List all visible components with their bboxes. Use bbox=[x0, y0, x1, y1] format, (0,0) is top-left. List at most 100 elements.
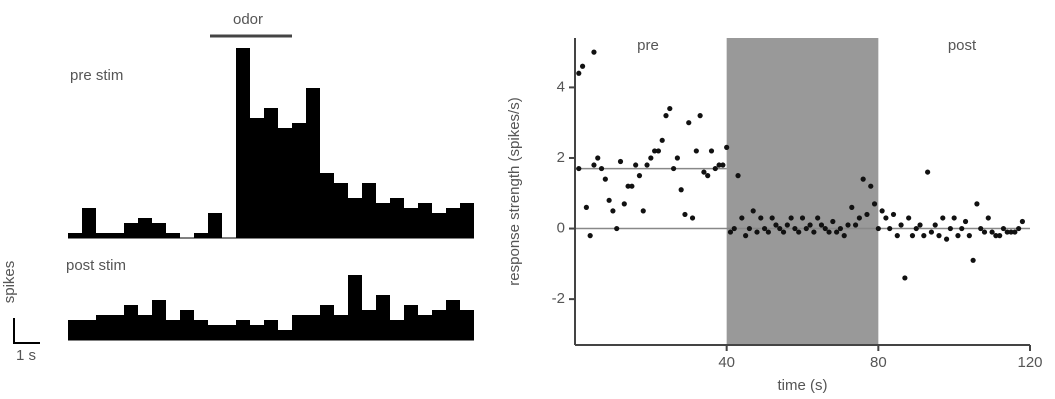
point bbox=[951, 215, 957, 221]
point bbox=[701, 169, 707, 175]
bar bbox=[460, 310, 474, 340]
bar bbox=[278, 330, 292, 340]
bar bbox=[138, 218, 152, 238]
point bbox=[655, 148, 662, 154]
point bbox=[663, 113, 669, 119]
bar bbox=[166, 233, 180, 238]
bar bbox=[68, 233, 82, 238]
bar bbox=[418, 315, 432, 340]
x-tick-label: 40 bbox=[718, 354, 735, 371]
x-tick-label: 80 bbox=[870, 354, 887, 371]
point bbox=[909, 233, 916, 239]
bar bbox=[264, 108, 278, 238]
annotation: post bbox=[948, 37, 977, 54]
odor-label: odor bbox=[233, 11, 263, 28]
annotation: pre bbox=[637, 37, 659, 54]
point bbox=[887, 225, 893, 232]
point bbox=[818, 222, 825, 228]
point bbox=[667, 105, 673, 112]
y-tick-label: 0 bbox=[557, 220, 565, 237]
point bbox=[633, 162, 639, 168]
bar bbox=[390, 198, 404, 238]
bar bbox=[292, 315, 306, 340]
point bbox=[792, 225, 798, 232]
bar bbox=[292, 123, 306, 238]
point bbox=[678, 187, 684, 193]
bar bbox=[68, 320, 82, 340]
point bbox=[959, 225, 965, 232]
point bbox=[841, 233, 847, 239]
panel-label: post stim bbox=[66, 257, 126, 274]
point bbox=[864, 211, 870, 218]
point bbox=[962, 218, 969, 225]
point bbox=[602, 176, 608, 182]
bar bbox=[194, 320, 208, 340]
point bbox=[629, 183, 635, 189]
point bbox=[579, 63, 586, 69]
point bbox=[689, 215, 696, 221]
bar bbox=[306, 88, 320, 238]
point bbox=[648, 155, 654, 161]
point bbox=[720, 162, 726, 168]
bar bbox=[460, 203, 474, 238]
point bbox=[875, 225, 881, 232]
point bbox=[686, 120, 692, 126]
point bbox=[697, 113, 703, 119]
x-tick-label: 120 bbox=[1017, 354, 1042, 371]
point bbox=[1016, 225, 1022, 232]
bar bbox=[348, 275, 362, 340]
bar bbox=[110, 233, 124, 238]
bar bbox=[446, 208, 460, 238]
point bbox=[610, 208, 616, 214]
bar bbox=[390, 320, 404, 340]
point bbox=[856, 215, 862, 221]
point bbox=[943, 236, 950, 242]
point bbox=[898, 222, 904, 228]
scale-bar bbox=[13, 318, 40, 344]
bar bbox=[96, 233, 110, 238]
point bbox=[617, 158, 624, 165]
point bbox=[1019, 218, 1026, 225]
bar bbox=[138, 315, 152, 340]
point bbox=[754, 229, 760, 235]
point bbox=[746, 225, 753, 232]
bar bbox=[320, 173, 334, 238]
point bbox=[811, 229, 817, 235]
point bbox=[883, 215, 889, 221]
bar bbox=[432, 213, 446, 238]
point bbox=[693, 148, 699, 154]
bar bbox=[306, 315, 320, 340]
point bbox=[712, 165, 718, 172]
point bbox=[758, 215, 764, 221]
point bbox=[1000, 225, 1007, 232]
point bbox=[652, 148, 658, 154]
bar bbox=[418, 203, 432, 238]
bar bbox=[222, 325, 236, 340]
bar bbox=[376, 203, 390, 238]
point bbox=[906, 215, 912, 221]
point bbox=[860, 176, 866, 182]
bar bbox=[236, 48, 250, 238]
stim-shade bbox=[726, 38, 879, 345]
point bbox=[799, 215, 806, 221]
bar bbox=[82, 320, 96, 340]
bar bbox=[166, 320, 180, 340]
point bbox=[659, 137, 665, 143]
bar bbox=[236, 320, 250, 340]
bar bbox=[404, 208, 418, 238]
point bbox=[917, 222, 923, 228]
bar bbox=[82, 208, 96, 238]
point bbox=[993, 233, 999, 239]
point bbox=[614, 225, 620, 232]
bar bbox=[278, 128, 292, 238]
point bbox=[598, 165, 605, 172]
point bbox=[708, 148, 715, 154]
point bbox=[1004, 229, 1010, 235]
point bbox=[716, 162, 722, 168]
point bbox=[928, 229, 935, 235]
point bbox=[625, 183, 631, 189]
point bbox=[955, 233, 961, 239]
point bbox=[837, 225, 844, 232]
bar bbox=[208, 213, 222, 238]
